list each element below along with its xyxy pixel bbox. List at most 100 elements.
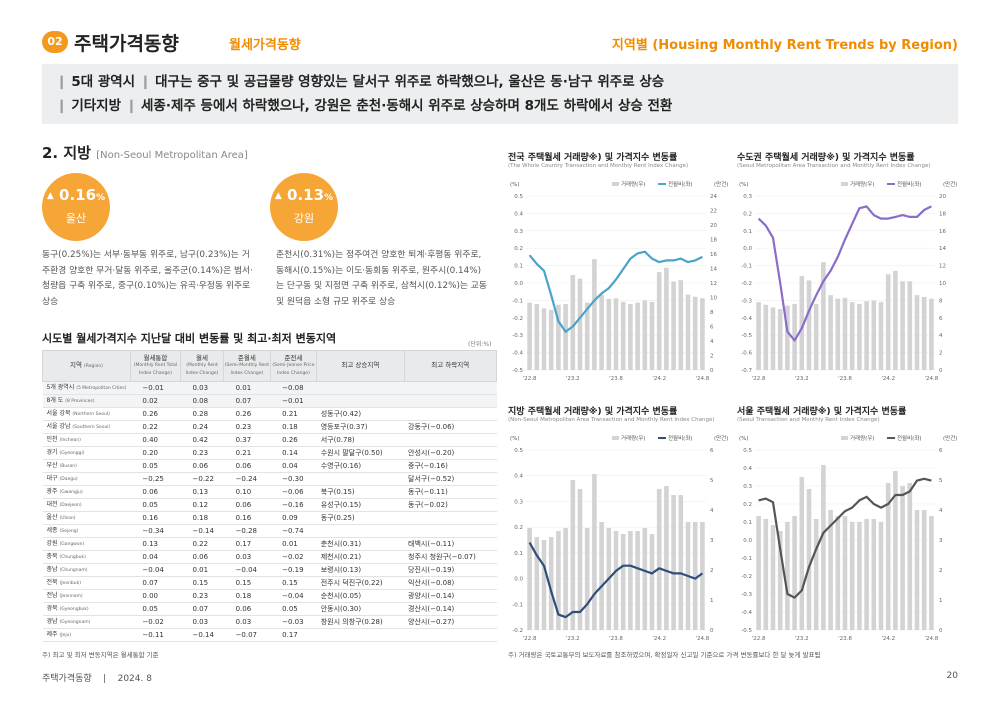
bar xyxy=(893,270,898,370)
row-top-rise xyxy=(316,472,405,486)
legend-bar-swatch xyxy=(841,436,848,440)
chart-non-seoul: 지방 주택월세 거래량※) 및 가격지수 변동률 (Non-Seoul Metr… xyxy=(508,404,730,642)
bar xyxy=(821,262,826,370)
up-arrow-icon: ▲ xyxy=(274,191,282,201)
row-region: 경남 (Gyeongnam) xyxy=(42,615,131,629)
y2-tick-label: 12 xyxy=(710,281,717,287)
row-value: 0.37 xyxy=(223,433,271,447)
y-tick-label: -0.1 xyxy=(512,602,523,608)
bar xyxy=(534,537,540,630)
row-top-rise xyxy=(316,524,405,538)
row-top-fall: 양산시(−0.27) xyxy=(404,615,497,629)
row-value: 0.12 xyxy=(180,498,224,512)
summary-label-1: 5대 광역시 xyxy=(71,74,136,90)
right-axis-unit: (만건) xyxy=(943,180,957,188)
bar xyxy=(692,522,698,630)
section-2-title: 2. 지방 [Non-Seoul Metropolitan Area] xyxy=(42,142,248,163)
row-top-rise: 수영구(0.16) xyxy=(316,459,405,473)
bar xyxy=(914,295,920,370)
y-tick-label: -0.4 xyxy=(741,316,752,322)
row-value: −0.02 xyxy=(270,550,317,564)
row-top-fall: 안성시(−0.20) xyxy=(404,446,497,460)
row-value: −0.01 xyxy=(130,381,181,395)
row-value: 0.06 xyxy=(223,459,271,473)
row-top-fall: 달서구(−0.52) xyxy=(404,472,497,486)
x-tick-label: '22.8 xyxy=(523,636,537,642)
bar xyxy=(792,303,797,370)
y-tick-label: 0.2 xyxy=(514,246,523,252)
y-tick-label: 0.2 xyxy=(743,211,752,217)
page-header: 02 주택가격동향 월세가격동향 지역별 (Housing Monthly Re… xyxy=(42,28,958,56)
row-region: 부산 (Busan) xyxy=(42,459,131,473)
chart-subtitle: (Non-Seoul Metropolitan Area Transaction… xyxy=(508,417,715,423)
highlight-desc-gangwon: 춘천시(0.31%)는 정주여건 양호한 퇴계·후평동 위주로, 동해시(0.1… xyxy=(276,250,487,307)
legend-bar-swatch xyxy=(841,182,848,186)
highlight-region: 강원 xyxy=(293,212,315,225)
row-value: 0.21 xyxy=(270,407,317,421)
bar xyxy=(857,522,862,630)
x-tick-label: '24.2 xyxy=(881,376,895,382)
row-top-rise: 제천시(0.21) xyxy=(316,550,405,564)
bar xyxy=(541,540,547,630)
bar xyxy=(785,305,790,370)
table-row: 경기 (Gyeonggi) 0.20 0.23 0.21 0.14 수원시 팔달구(0.5… xyxy=(42,446,497,460)
row-value: −0.74 xyxy=(270,524,317,538)
chart-capital-plot: (%) (만건) 거래량(우) 전월비(좌) 0.3 0.2 0.1 0.0 -0.1 -0.2 -… xyxy=(739,180,957,382)
x-tick-label: '24.2 xyxy=(652,636,666,642)
x-tick-label: '22.8 xyxy=(523,376,537,382)
row-value: 0.03 xyxy=(223,550,271,564)
table-row: 전북 (Jeonbuk) 0.07 0.15 0.15 0.15 전주시 덕진구(0.22… xyxy=(42,576,497,590)
x-tick-label: '23.2 xyxy=(795,376,809,382)
row-region: 전남 (Jeonnam) xyxy=(42,589,131,603)
row-top-fall xyxy=(404,524,497,538)
y2-tick-label: 2 xyxy=(710,568,714,574)
row-top-rise: 안동시(0.30) xyxy=(316,602,405,616)
y-tick-label: -0.3 xyxy=(512,333,523,339)
table-row: 강원 (Gangwon) 0.13 0.22 0.17 0.01 춘천시(0.31) 태백시… xyxy=(42,537,497,551)
legend-line-label: 전월비(좌) xyxy=(668,180,693,188)
legend-bar-swatch xyxy=(612,436,619,440)
legend-bar-label: 거래량(우) xyxy=(850,180,875,188)
highlight-circle-ulsan: ▲ 0.16% 울산 xyxy=(42,173,110,241)
x-tick-label: '23.2 xyxy=(795,636,809,642)
row-value: 0.26 xyxy=(223,407,271,421)
x-tick-label: '23.8 xyxy=(838,376,852,382)
y2-tick-label: 2 xyxy=(710,354,714,360)
bar xyxy=(642,528,648,630)
y2-tick-label: 6 xyxy=(710,325,714,331)
table-unit: (단위:%) xyxy=(468,341,492,348)
row-value: 0.23 xyxy=(180,589,224,603)
bar xyxy=(849,522,855,630)
chart-subtitle: (The Whole Country Transaction and Month… xyxy=(508,163,689,169)
highlight-number: 0.13 xyxy=(287,186,325,204)
highlight-number: 0.16 xyxy=(59,186,97,204)
row-top-rise: 성동구(0.42) xyxy=(316,407,405,421)
x-tick-label: '23.8 xyxy=(838,636,852,642)
highlight-unit: % xyxy=(324,193,334,203)
row-region: 전북 (Jeonbuk) xyxy=(42,576,131,590)
row-value: 0.03 xyxy=(180,381,224,395)
chart-seoul: 서울 주택월세 거래량※) 및 가격지수 변동률 (Seoul Transact… xyxy=(737,404,959,642)
footer-publication: 주택가격동향 | 2024. 8 xyxy=(42,674,152,684)
row-value: 0.16 xyxy=(130,511,181,525)
table-row: 대전 (Daejeon) 0.05 0.12 0.06 −0.16 유성구(0.15) 동구… xyxy=(42,498,497,512)
row-value: 0.16 xyxy=(223,511,271,525)
row-value: 0.26 xyxy=(130,407,181,421)
section-2-heading: 2. 지방 xyxy=(42,144,91,162)
x-tick-label: '24.8 xyxy=(696,376,710,382)
row-region: 충북 (Chungbuk) xyxy=(42,550,131,564)
chart-non-seoul-plot: (%) (만건) 거래량(우) 전월비(좌) 0.5 0.4 0.3 0.2 0.1 0.0 -0.… xyxy=(510,434,728,642)
bar xyxy=(548,537,554,630)
row-top-fall: 익산시(−0.08) xyxy=(404,576,497,590)
x-tick-label: '24.8 xyxy=(925,636,939,642)
y2-tick-label: 8 xyxy=(939,298,943,304)
y-tick-label: -0.1 xyxy=(741,264,752,270)
row-top-rise: 수원시 팔달구(0.50) xyxy=(316,446,405,460)
bar xyxy=(849,302,855,370)
legend-line-label: 전월비(좌) xyxy=(668,434,693,442)
row-value: 0.05 xyxy=(270,602,317,616)
row-top-fall xyxy=(404,381,497,395)
table-row: 광주 (Gwangju) 0.06 0.13 0.10 −0.06 북구(0.15) 동구(… xyxy=(42,485,497,499)
row-top-fall xyxy=(404,511,497,525)
bar xyxy=(864,519,869,630)
